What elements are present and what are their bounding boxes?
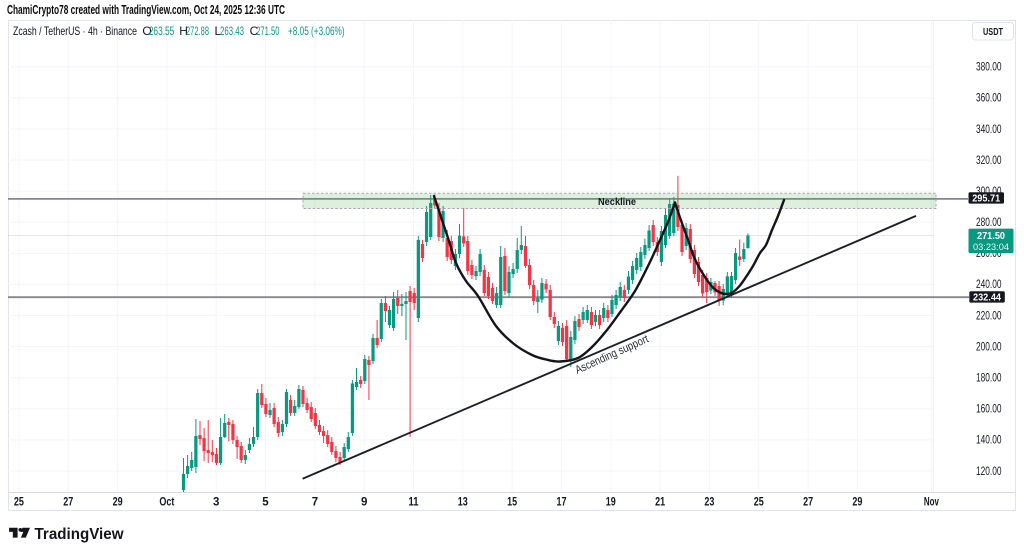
svg-text:27: 27 — [63, 496, 73, 508]
svg-text:9: 9 — [361, 496, 367, 508]
svg-text:Neckline: Neckline — [598, 196, 636, 208]
svg-text:11: 11 — [409, 496, 419, 508]
svg-text:272.88: 272.88 — [186, 24, 209, 38]
svg-text:Zcash / TetherUS · 4h · Binanc: Zcash / TetherUS · 4h · Binance — [13, 24, 137, 38]
svg-text:320.00: 320.00 — [976, 155, 1002, 167]
svg-text:21: 21 — [655, 496, 665, 508]
svg-text:H: H — [179, 24, 188, 38]
svg-text:23: 23 — [704, 496, 714, 508]
svg-text:27: 27 — [803, 496, 813, 508]
svg-text:120.00: 120.00 — [976, 466, 1002, 478]
svg-text:17: 17 — [557, 496, 567, 508]
svg-text:C: C — [250, 24, 259, 38]
svg-text:29: 29 — [113, 496, 123, 508]
svg-text:220.00: 220.00 — [976, 310, 1002, 322]
svg-text:160.00: 160.00 — [976, 404, 1002, 416]
svg-text:5: 5 — [262, 496, 269, 508]
svg-text:280.00: 280.00 — [976, 217, 1002, 229]
svg-text:263.55: 263.55 — [149, 24, 175, 38]
svg-text:140.00: 140.00 — [976, 435, 1002, 447]
svg-text:240.00: 240.00 — [976, 279, 1002, 291]
svg-text:3: 3 — [213, 496, 219, 508]
svg-text:TradingView: TradingView — [35, 526, 125, 543]
svg-text:03:23:04: 03:23:04 — [973, 242, 1009, 253]
svg-text:200.00: 200.00 — [976, 341, 1002, 353]
svg-text:USDT: USDT — [983, 26, 1003, 38]
svg-text:Nov: Nov — [924, 496, 939, 508]
svg-text:271.50: 271.50 — [977, 231, 1005, 242]
svg-text:263.43: 263.43 — [220, 24, 244, 38]
svg-text:360.00: 360.00 — [976, 93, 1002, 105]
svg-text:232.44: 232.44 — [973, 292, 1001, 303]
svg-text:19: 19 — [606, 496, 616, 508]
svg-text:Oct: Oct — [159, 496, 174, 508]
svg-text:L: L — [215, 24, 222, 38]
svg-text:Ascending support: Ascending support — [574, 333, 652, 377]
svg-text:340.00: 340.00 — [976, 124, 1002, 136]
svg-text:180.00: 180.00 — [976, 373, 1002, 385]
svg-text:O: O — [142, 24, 151, 38]
svg-text:13: 13 — [458, 496, 468, 508]
svg-text:25: 25 — [754, 496, 764, 508]
svg-text:271.50: 271.50 — [256, 24, 280, 38]
svg-text:7: 7 — [312, 496, 318, 508]
svg-text:295.71: 295.71 — [972, 193, 1000, 204]
svg-text:ChamiCrypto78 created with Tra: ChamiCrypto78 created with TradingView.c… — [7, 2, 285, 17]
svg-text:25: 25 — [14, 496, 24, 508]
svg-text:15: 15 — [507, 496, 517, 508]
svg-text:380.00: 380.00 — [976, 62, 1002, 74]
svg-text:+8.05 (+3.06%): +8.05 (+3.06%) — [288, 24, 345, 38]
svg-text:29: 29 — [852, 496, 862, 508]
